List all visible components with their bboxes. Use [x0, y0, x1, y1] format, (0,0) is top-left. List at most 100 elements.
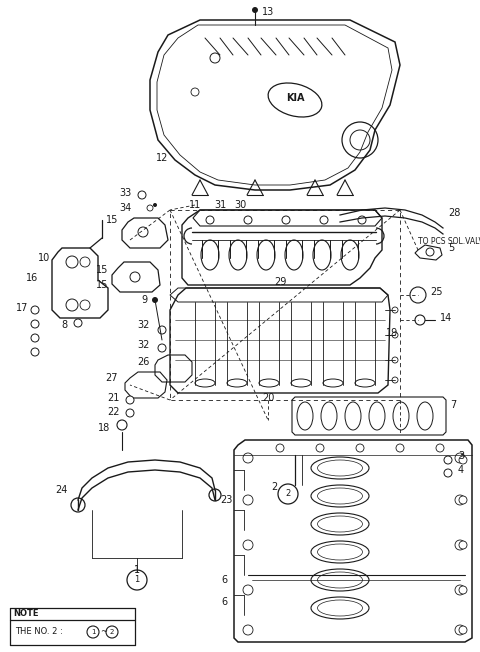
Circle shape: [31, 348, 39, 356]
Text: 20: 20: [262, 393, 274, 403]
Circle shape: [356, 444, 364, 452]
Circle shape: [153, 203, 157, 207]
Circle shape: [126, 409, 134, 417]
Text: 24: 24: [56, 485, 68, 495]
Text: 21: 21: [108, 393, 120, 403]
Circle shape: [80, 300, 90, 310]
Text: 6: 6: [222, 575, 228, 585]
Text: KIA: KIA: [286, 93, 304, 103]
Text: 26: 26: [138, 357, 150, 367]
Text: 23: 23: [220, 495, 232, 505]
Circle shape: [415, 315, 425, 325]
Text: 3: 3: [458, 451, 464, 461]
Circle shape: [392, 332, 398, 338]
Circle shape: [243, 453, 253, 463]
Text: 15: 15: [96, 265, 108, 275]
Text: 18: 18: [98, 423, 110, 433]
Circle shape: [392, 307, 398, 313]
Circle shape: [426, 248, 434, 256]
Text: 31: 31: [214, 200, 226, 210]
Text: 30: 30: [234, 200, 246, 210]
Circle shape: [455, 585, 465, 595]
Text: 28: 28: [448, 208, 460, 218]
Text: 19: 19: [386, 328, 398, 338]
Circle shape: [243, 495, 253, 505]
Text: THE NO. 2 :: THE NO. 2 :: [15, 627, 65, 636]
Text: 1: 1: [134, 576, 140, 584]
Text: 5: 5: [448, 243, 454, 253]
Circle shape: [209, 489, 221, 501]
Text: 1: 1: [91, 629, 95, 635]
Text: 15: 15: [106, 215, 118, 225]
Circle shape: [80, 257, 90, 267]
Text: 17: 17: [16, 303, 28, 313]
Text: 1: 1: [134, 565, 140, 575]
Circle shape: [444, 469, 452, 477]
Text: 2: 2: [272, 482, 278, 492]
Circle shape: [158, 326, 166, 334]
Text: 9: 9: [142, 295, 148, 305]
Circle shape: [252, 7, 258, 13]
Text: 6: 6: [222, 597, 228, 607]
Circle shape: [396, 444, 404, 452]
Text: TO PCS SOL.VALVE: TO PCS SOL.VALVE: [418, 237, 480, 246]
Text: 7: 7: [450, 400, 456, 410]
Circle shape: [459, 456, 467, 464]
Circle shape: [138, 191, 146, 199]
Circle shape: [71, 498, 85, 512]
Circle shape: [74, 319, 82, 327]
Text: 14: 14: [440, 313, 452, 323]
Circle shape: [358, 216, 366, 224]
Circle shape: [276, 444, 284, 452]
Text: 4: 4: [458, 465, 464, 475]
Circle shape: [243, 540, 253, 550]
Circle shape: [66, 256, 78, 268]
Circle shape: [282, 216, 290, 224]
Text: 13: 13: [262, 7, 274, 17]
Text: 33: 33: [120, 188, 132, 198]
Circle shape: [244, 216, 252, 224]
Circle shape: [130, 272, 140, 282]
Circle shape: [455, 625, 465, 635]
Circle shape: [66, 299, 78, 311]
Circle shape: [436, 444, 444, 452]
Text: 15: 15: [96, 280, 108, 290]
Circle shape: [138, 227, 148, 237]
Circle shape: [392, 357, 398, 363]
Text: 32: 32: [138, 340, 150, 350]
Circle shape: [152, 297, 158, 303]
Circle shape: [459, 541, 467, 549]
Circle shape: [455, 540, 465, 550]
Circle shape: [316, 444, 324, 452]
Text: NOTE: NOTE: [13, 610, 38, 619]
Circle shape: [117, 420, 127, 430]
Circle shape: [31, 306, 39, 314]
Text: 11: 11: [189, 200, 201, 210]
Circle shape: [455, 495, 465, 505]
Text: 32: 32: [138, 320, 150, 330]
Circle shape: [158, 344, 166, 352]
Text: 25: 25: [430, 287, 443, 297]
Circle shape: [31, 320, 39, 328]
Circle shape: [444, 456, 452, 464]
Text: 22: 22: [108, 407, 120, 417]
Circle shape: [392, 377, 398, 383]
Text: 12: 12: [156, 153, 168, 163]
Text: 10: 10: [38, 253, 50, 263]
Text: 2: 2: [110, 629, 114, 635]
Circle shape: [31, 334, 39, 342]
Circle shape: [320, 216, 328, 224]
Circle shape: [126, 396, 134, 404]
Text: 16: 16: [26, 273, 38, 283]
Text: 2: 2: [286, 490, 290, 499]
Circle shape: [459, 496, 467, 504]
Text: 27: 27: [106, 373, 118, 383]
Circle shape: [459, 626, 467, 634]
Text: 8: 8: [62, 320, 68, 330]
Text: ~: ~: [100, 627, 107, 636]
Circle shape: [455, 453, 465, 463]
Circle shape: [243, 585, 253, 595]
Text: 34: 34: [120, 203, 132, 213]
Circle shape: [206, 216, 214, 224]
Circle shape: [147, 205, 153, 211]
